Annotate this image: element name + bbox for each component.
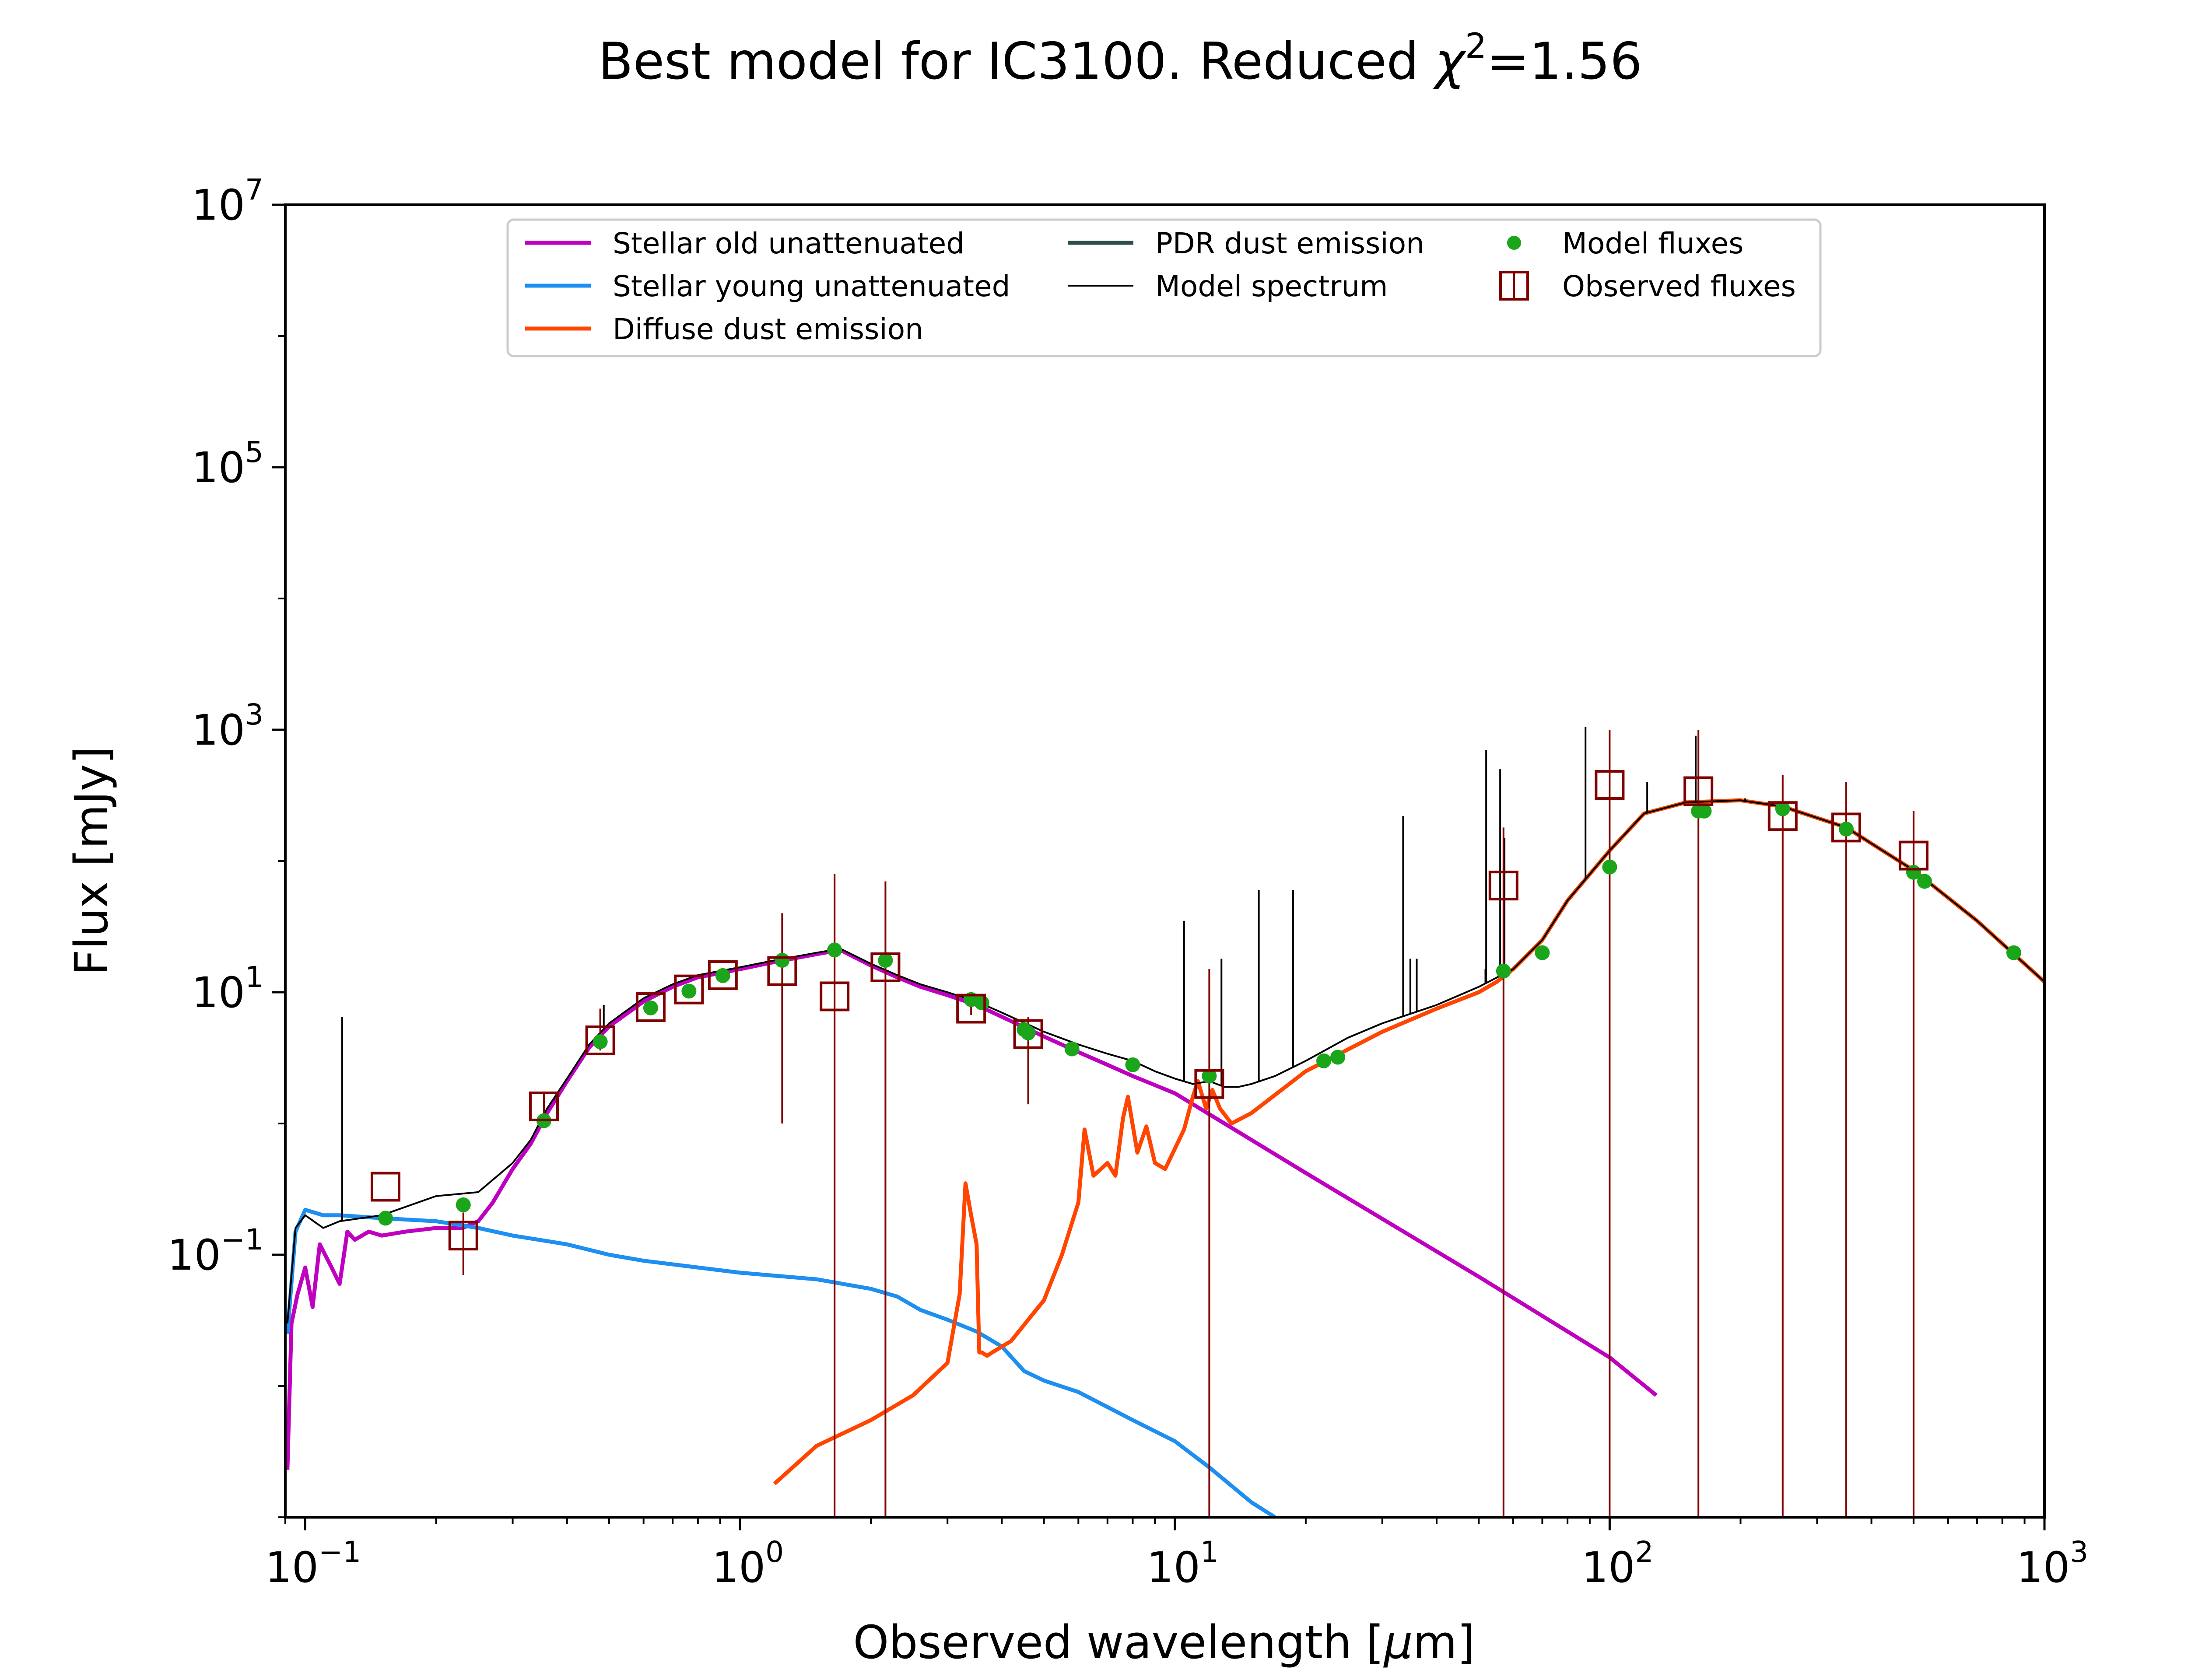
model-flux-point <box>827 942 842 958</box>
legend-frame <box>506 218 1822 357</box>
model-flux-point <box>1602 859 1617 875</box>
chart-title: Best model for IC3100. Reduced χ2=1.56 <box>598 27 1642 91</box>
observed-flux-point <box>448 1221 478 1251</box>
x-tick-label: 10−1 <box>265 1535 361 1592</box>
axis-ticks: 10−1 100 101 102 103 10−1 101 103 105 107 <box>168 173 2089 1592</box>
y-tick-label: 107 <box>192 173 263 230</box>
plot-area: 10−1 100 101 102 103 10−1 101 103 105 107 <box>168 173 2089 1592</box>
legend-entry-stellar-young-unattenuated: Stellar young unattenuated <box>525 270 1010 303</box>
y-tick-label: 105 <box>192 435 263 492</box>
observed-flux-point <box>820 981 850 1012</box>
model-flux-point <box>681 984 697 999</box>
observed-flux-point <box>767 956 797 986</box>
legend-label: PDR dust emission <box>1155 227 1424 260</box>
x-axis-label: Observed wavelength [μm] <box>853 1616 1475 1669</box>
observed-flux-point <box>870 952 901 982</box>
model-flux-point <box>1020 1025 1036 1040</box>
observed-flux-point <box>1013 1019 1043 1049</box>
legend-label: Observed fluxes <box>1562 270 1796 303</box>
observed-flux-point <box>674 974 704 1004</box>
observed-flux-point <box>708 960 738 990</box>
observed-flux-point <box>1194 1069 1224 1099</box>
y-tick-label: 10−1 <box>168 1223 263 1280</box>
y-tick-label: 103 <box>192 698 263 755</box>
model-flux-point <box>878 953 893 968</box>
legend-label: Model fluxes <box>1562 227 1744 260</box>
legend-entry-stellar-old-unattenuated: Stellar old unattenuated <box>525 227 964 260</box>
model-flux-point <box>1838 822 1854 837</box>
x-tick-label: 103 <box>2016 1535 2088 1592</box>
model-flux-point <box>1202 1068 1217 1084</box>
model-flux-point <box>1125 1057 1140 1072</box>
legend-entry-diffuse-dust-emission: Diffuse dust emission <box>525 312 923 346</box>
legend-label: Diffuse dust emission <box>613 312 923 346</box>
model-flux-point <box>1535 945 1550 960</box>
observed-flux-point <box>529 1091 559 1121</box>
model-flux-point <box>1775 801 1790 816</box>
observed-flux-point <box>635 992 666 1022</box>
legend-label: Stellar young unattenuated <box>613 270 1010 303</box>
observed-flux-point <box>956 994 986 1024</box>
series-line-model-spectrum <box>286 799 2044 1324</box>
legend: Stellar old unattenuated Stellar young un… <box>506 218 1822 357</box>
model-flux-point <box>775 953 790 968</box>
y-tick-label: 101 <box>192 960 263 1017</box>
model-flux-point <box>1917 874 1932 889</box>
observed-flux-point <box>1898 840 1929 871</box>
y-axis-label: Flux [mJy] <box>65 746 118 976</box>
observed-flux-point <box>1683 776 1714 806</box>
legend-items: Stellar old unattenuated Stellar young un… <box>525 227 1796 346</box>
model-flux-point <box>378 1211 393 1226</box>
legend-swatch <box>1499 271 1529 301</box>
observed-flux-point <box>1767 801 1798 831</box>
markers-layer <box>370 730 2021 1517</box>
model-flux-point <box>1316 1053 1331 1068</box>
legend-entry-pdr-dust-emission: PDR dust emission <box>1068 227 1424 260</box>
observed-flux-point <box>585 1025 615 1055</box>
x-tick-label: 100 <box>712 1535 784 1592</box>
model-flux-point <box>715 968 730 983</box>
observed-flux-point <box>370 1172 400 1202</box>
model-flux-point <box>593 1034 608 1050</box>
legend-swatch <box>1507 236 1521 250</box>
model-flux-point <box>1496 963 1511 979</box>
x-tick-label: 101 <box>1147 1535 1219 1592</box>
observed-flux-point <box>1595 770 1625 800</box>
model-flux-point <box>2006 945 2021 960</box>
model-flux-point <box>456 1197 471 1212</box>
legend-entry-model-spectrum: Model spectrum <box>1068 270 1388 303</box>
model-flux-point <box>1697 803 1712 819</box>
model-flux-point <box>643 1000 658 1015</box>
observed-flux-point <box>1488 871 1518 901</box>
legend-entry-model-fluxes: Model fluxes <box>1507 227 1744 260</box>
x-tick-label: 102 <box>1581 1535 1653 1592</box>
observed-flux-point <box>1831 812 1861 843</box>
legend-label: Model spectrum <box>1155 270 1388 303</box>
model-flux-point <box>1064 1041 1080 1057</box>
model-flux-point <box>974 995 989 1011</box>
legend-entry-observed-fluxes: Observed fluxes <box>1499 270 1796 303</box>
model-flux-point <box>1330 1050 1346 1065</box>
legend-label: Stellar old unattenuated <box>613 227 964 260</box>
